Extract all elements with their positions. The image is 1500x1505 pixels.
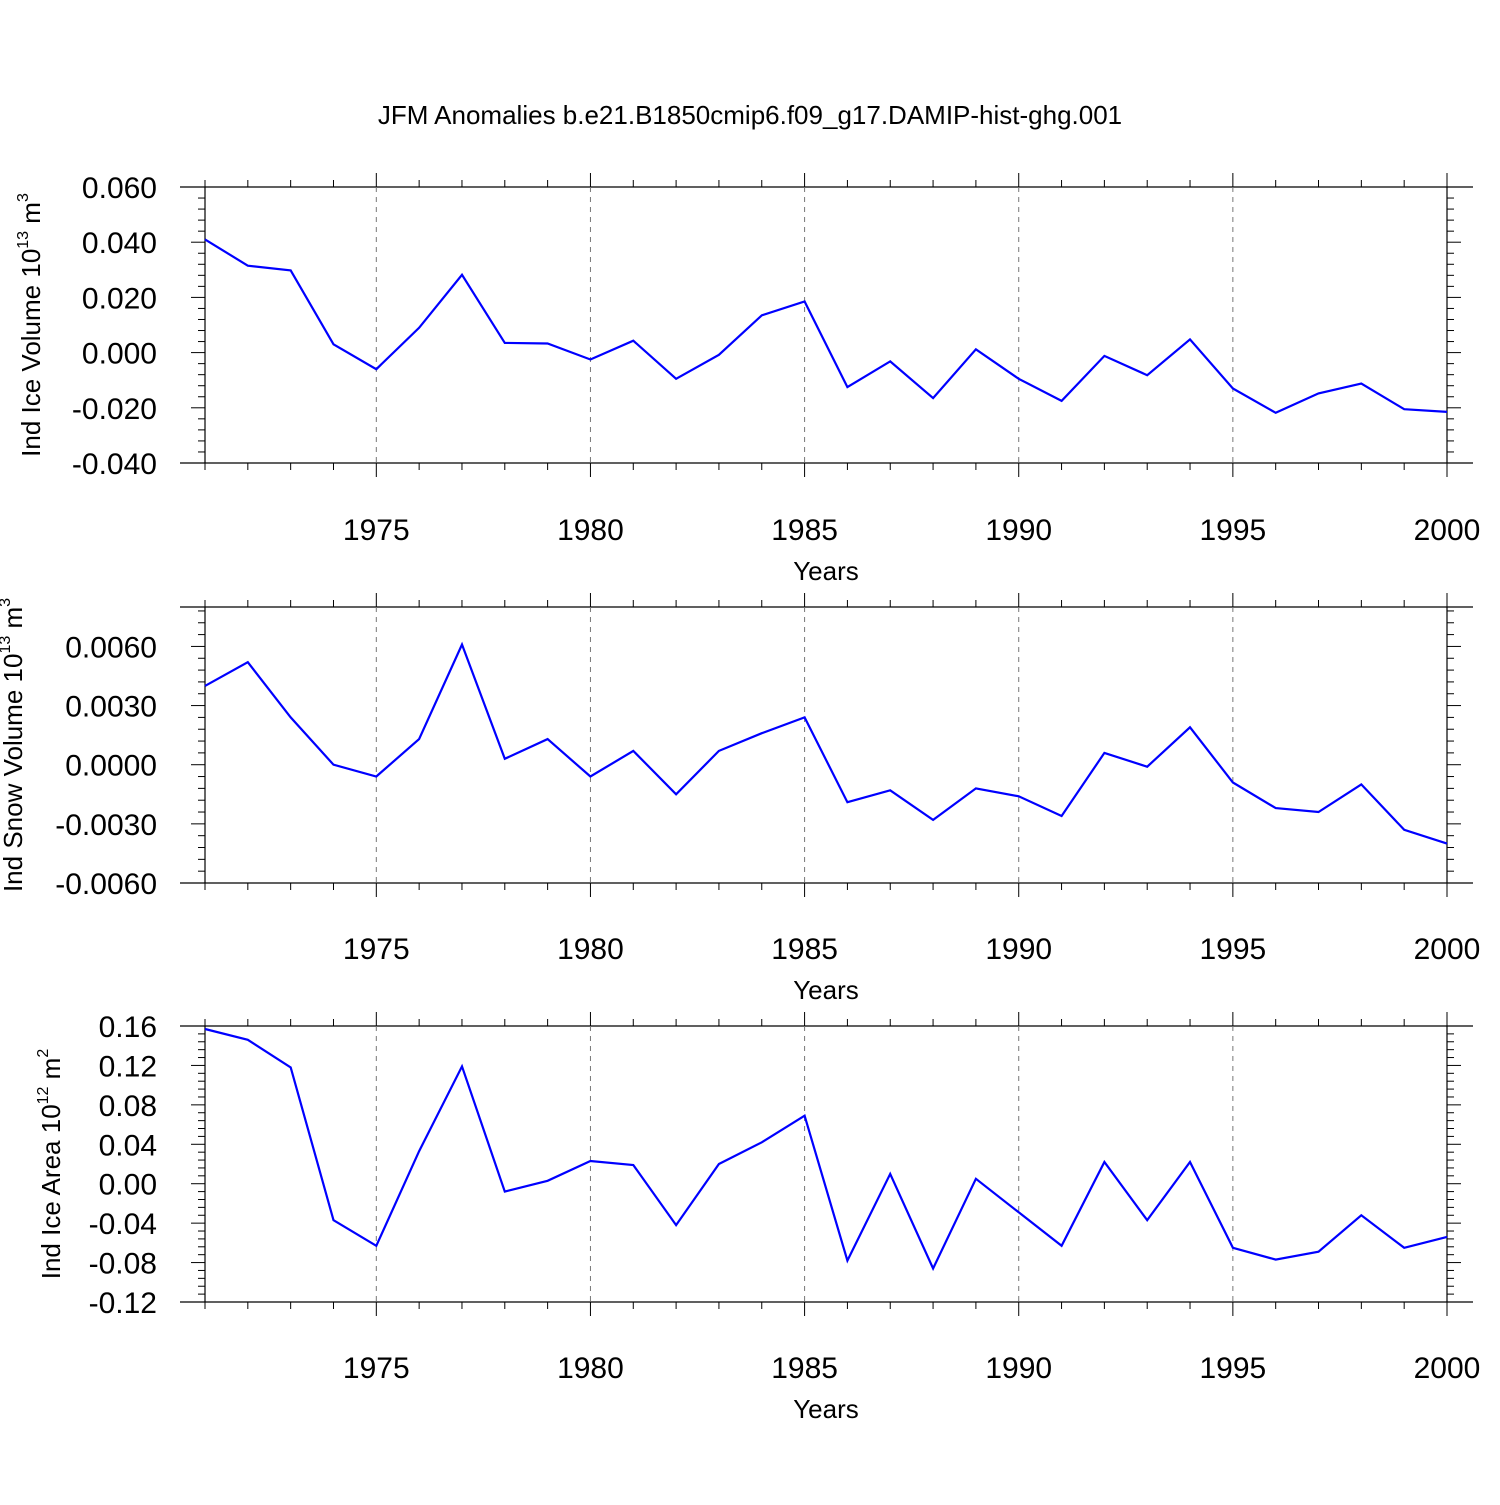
y-tick-label: 0.0030 (65, 691, 157, 724)
x-tick-label: 1990 (985, 933, 1052, 966)
x-tick-label: 2000 (1414, 514, 1481, 547)
x-tick-label: 1980 (557, 1352, 624, 1385)
y-tick-label: 0.0060 (65, 631, 157, 664)
y-tick-label: -0.04 (89, 1208, 157, 1241)
x-tick-label: 1975 (343, 514, 410, 547)
x-tick-label: 1980 (557, 933, 624, 966)
x-tick-label: 1980 (557, 514, 624, 547)
y-tick-label: -0.08 (89, 1248, 157, 1281)
x-tick-label: 1995 (1199, 1352, 1266, 1385)
series-line (204, 1027, 1448, 1272)
x-tick-label: 1990 (985, 1352, 1052, 1385)
x-tick-label: 2000 (1414, 1352, 1481, 1385)
y-axis-title: Ind Ice Volume 1013 m3 (15, 193, 46, 457)
panel-2: -0.0060 -0.0030 0.0000 0.0030 0.0060 1975 1980… (0, 593, 1480, 1005)
y-tick-label: 0.04 (99, 1129, 157, 1162)
y-tick-label: 0.020 (82, 282, 157, 315)
y-tick-label: 0.000 (82, 338, 157, 371)
y-tick-label: -0.040 (72, 448, 157, 481)
x-tick-label: 1995 (1199, 933, 1266, 966)
y-tick-label: 0.0000 (65, 750, 157, 783)
series-line (204, 238, 1448, 415)
x-tick-label: 1995 (1199, 514, 1266, 547)
x-tick-label: 2000 (1414, 933, 1481, 966)
y-tick-label: 0.040 (82, 227, 157, 260)
x-tick-label: 1985 (771, 514, 838, 547)
y-tick-label: 0.00 (99, 1169, 157, 1202)
figure-title: JFM Anomalies b.e21.B1850cmip6.f09_g17.D… (378, 100, 1122, 130)
x-tick-label: 1985 (771, 933, 838, 966)
y-tick-label: -0.0060 (55, 868, 157, 901)
x-axis-title: Years (793, 1394, 859, 1424)
panel-1: -0.040 -0.020 0.000 0.020 0.040 0.060 1975 1980… (15, 172, 1480, 586)
y-tick-label: 0.060 (82, 172, 157, 205)
y-tick-label: -0.12 (89, 1287, 157, 1320)
y-tick-label: 0.16 (99, 1011, 157, 1044)
y-tick-label: 0.08 (99, 1090, 157, 1123)
y-axis-title: Ind Ice Area 1012 m2 (35, 1049, 66, 1280)
x-tick-label: 1975 (343, 1352, 410, 1385)
y-axis-title: Ind Snow Volume 1013 m3 (0, 598, 28, 892)
x-axis-title: Years (793, 556, 859, 586)
x-axis-title: Years (793, 975, 859, 1005)
x-tick-label: 1975 (343, 933, 410, 966)
series-line (204, 641, 1448, 845)
y-tick-label: -0.0030 (55, 809, 157, 842)
x-tick-label: 1990 (985, 514, 1052, 547)
y-tick-label: 0.12 (99, 1050, 157, 1083)
y-tick-label: -0.020 (72, 393, 157, 426)
panel-3: -0.12 -0.08 -0.04 0.00 0.04 0.08 0.12 0.16 1975 1… (35, 1011, 1480, 1424)
x-tick-label: 1985 (771, 1352, 838, 1385)
